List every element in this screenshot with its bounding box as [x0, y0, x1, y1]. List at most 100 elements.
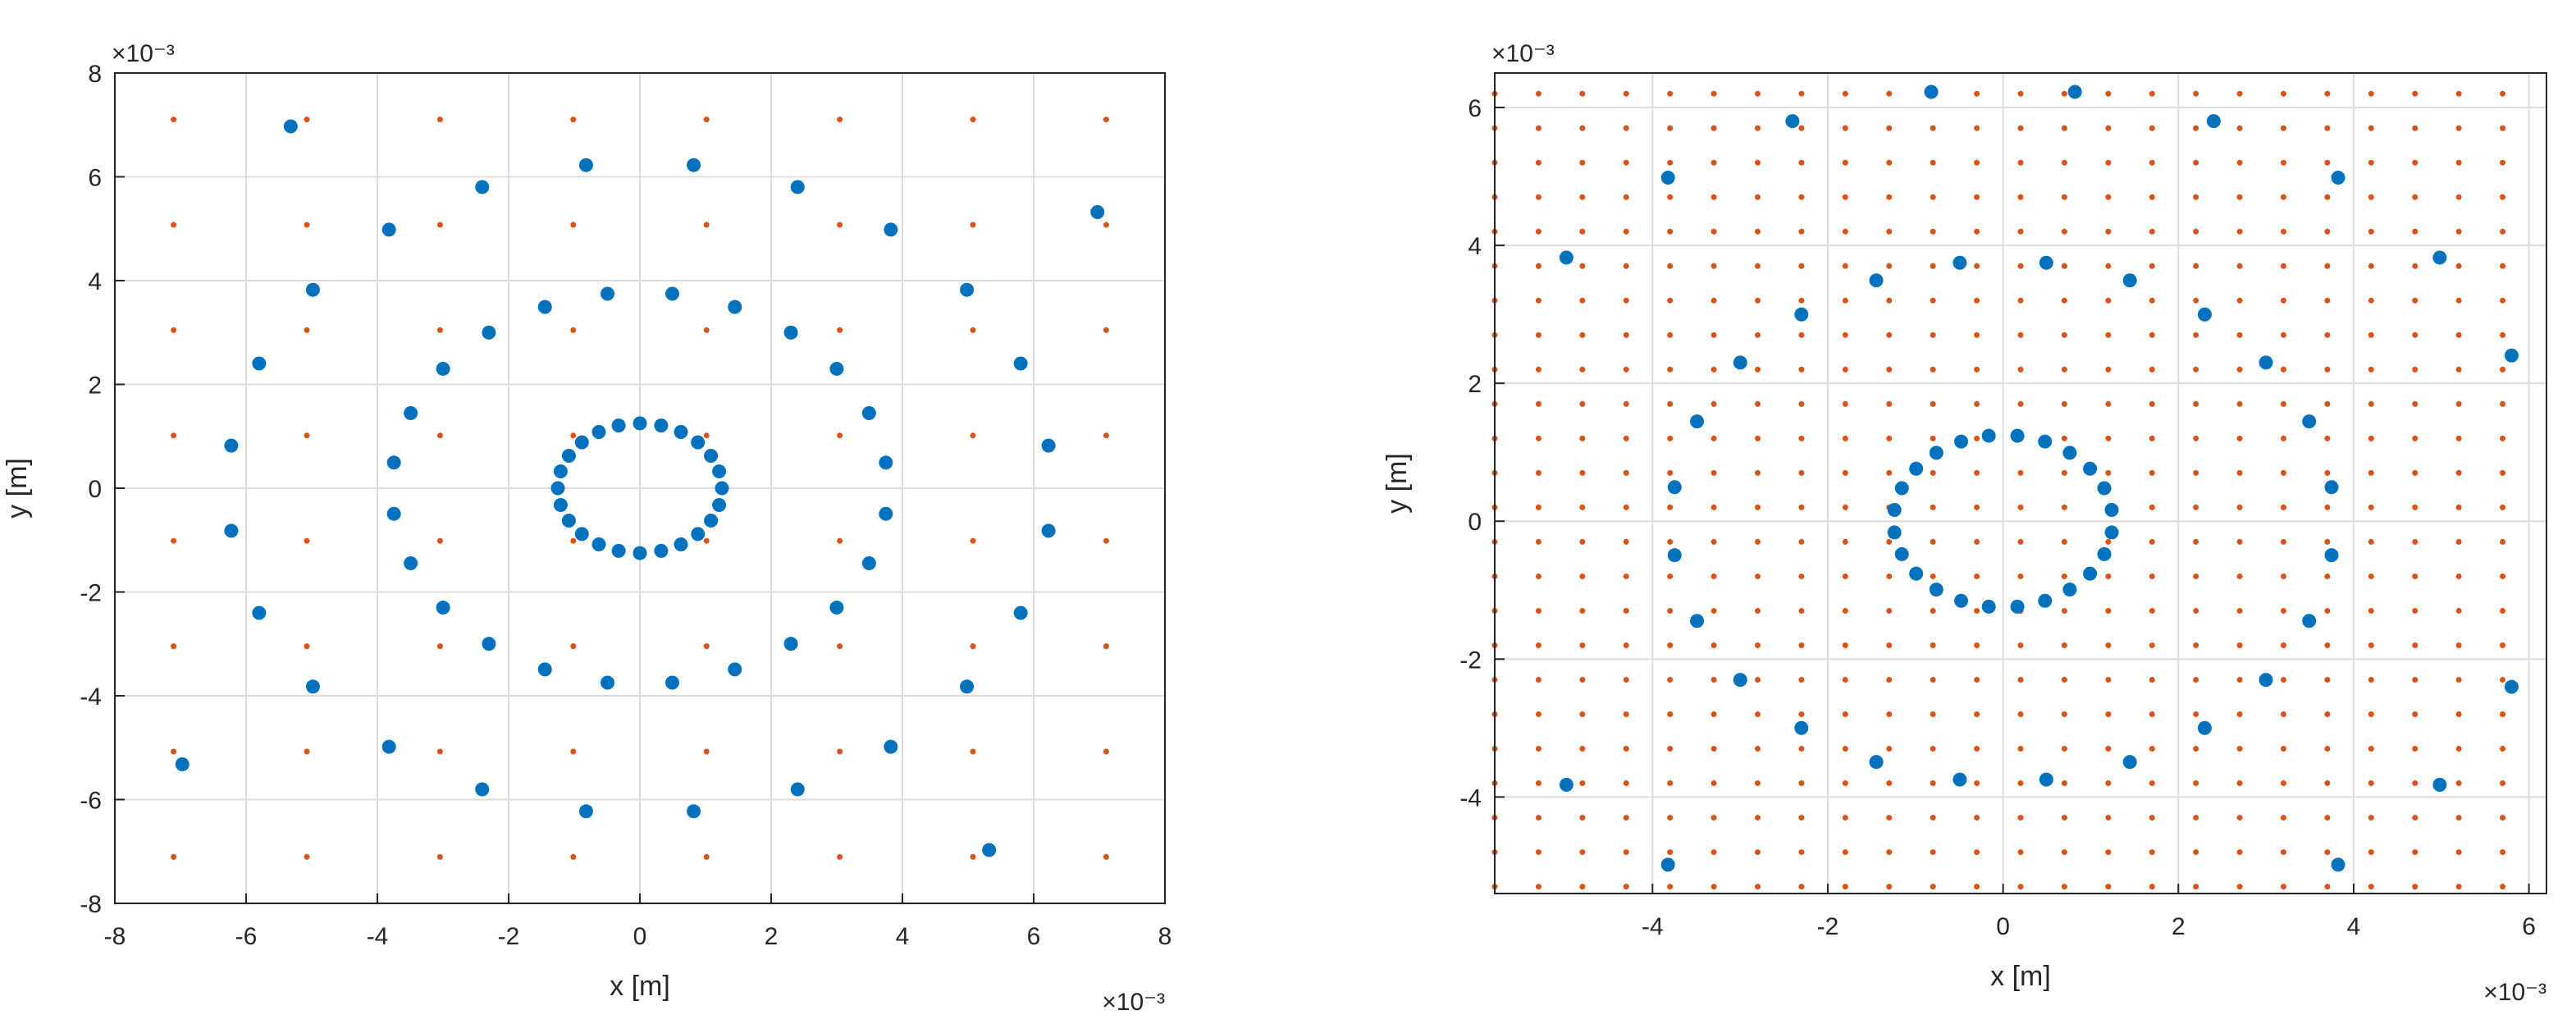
grid-point [2368, 815, 2374, 821]
array-point [2039, 772, 2053, 787]
grid-point [1974, 125, 1980, 131]
grid-point [2500, 263, 2506, 269]
grid-point [2105, 125, 2112, 131]
grid-point [2236, 228, 2243, 235]
grid-point [304, 748, 310, 755]
grid-point [1623, 366, 1629, 373]
grid-point [837, 748, 843, 755]
x-tick-label: 2 [765, 923, 779, 950]
grid-point [1710, 125, 1717, 131]
grid-point [1535, 90, 1541, 97]
grid-point [2061, 538, 2067, 545]
array-point [2083, 461, 2098, 476]
grid-point [1886, 263, 1893, 269]
grid-point [2412, 194, 2418, 200]
grid-point [1755, 573, 1761, 579]
array-point [1929, 583, 1943, 597]
grid-point [1886, 297, 1893, 304]
grid-point [304, 327, 310, 333]
grid-point [2281, 297, 2286, 304]
grid-point [2368, 400, 2374, 407]
grid-point [1103, 432, 1109, 439]
grid-point [1710, 815, 1717, 821]
grid-point [1798, 711, 1805, 718]
array-point [381, 739, 396, 754]
array-point [2122, 755, 2137, 770]
grid-point [2500, 538, 2506, 545]
grid-point [2368, 642, 2374, 648]
array-point [728, 662, 742, 677]
grid-point [1579, 194, 1586, 200]
grid-point [1755, 331, 1761, 338]
x-tick-label: -2 [498, 923, 520, 950]
grid-point [2149, 297, 2155, 304]
grid-point [2017, 676, 2024, 683]
grid-point [1842, 711, 1848, 718]
grid-point [1579, 228, 1586, 235]
grid-point [1667, 159, 1674, 166]
grid-point [2500, 849, 2506, 856]
grid-point [1798, 504, 1805, 510]
grid-point [2455, 469, 2462, 476]
grid-point [1579, 676, 1586, 683]
grid-point [1798, 573, 1805, 579]
grid-point [2281, 676, 2286, 683]
grid-point [2236, 884, 2243, 890]
grid-point [1842, 573, 1848, 579]
grid-point [2281, 159, 2286, 166]
grid-point [2455, 573, 2462, 579]
array-point [404, 555, 418, 570]
grid-point [703, 432, 710, 439]
y-tick-label: 0 [88, 476, 102, 503]
grid-point [2455, 711, 2462, 718]
grid-point [2017, 194, 2024, 200]
grid-point [1667, 469, 1674, 476]
grid-point [1798, 469, 1805, 476]
grid-point [2105, 746, 2112, 752]
grid-point [1798, 159, 1805, 166]
array-point [591, 425, 606, 440]
grid-point [2281, 366, 2286, 373]
grid-point [1667, 331, 1674, 338]
grid-point [2017, 573, 2024, 579]
grid-point [1842, 849, 1848, 856]
grid-point [2017, 884, 2024, 890]
array-point [404, 406, 418, 421]
grid-point [1886, 884, 1893, 890]
grid-point [2412, 746, 2418, 752]
x-tick-label: -6 [235, 923, 258, 950]
array-point [2038, 434, 2053, 449]
grid-point [703, 853, 710, 860]
grid-point [1535, 711, 1541, 718]
grid-point [2149, 194, 2155, 200]
grid-point [1755, 469, 1761, 476]
grid-point [1974, 194, 1980, 200]
grid-point [1755, 435, 1761, 441]
grid-point [1535, 125, 1541, 131]
array-point [550, 481, 565, 496]
x-tick-label: 0 [1996, 913, 2010, 940]
array-point [1785, 114, 1800, 129]
grid-point [2149, 538, 2155, 545]
grid-point [1930, 159, 1936, 166]
grid-point [1623, 746, 1629, 752]
grid-point [2455, 642, 2462, 648]
grid-point [2412, 642, 2418, 648]
grid-point [2105, 297, 2112, 304]
grid-point [2412, 573, 2418, 579]
grid-point [837, 222, 843, 228]
grid-point [1930, 746, 1936, 752]
x-exponent-label: ×10⁻³ [2483, 979, 2546, 1006]
grid-point [2324, 746, 2331, 752]
grid-point [1667, 607, 1674, 614]
grid-point [2105, 366, 2112, 373]
array-point [633, 546, 647, 560]
grid-point [2105, 435, 2112, 441]
grid-point [2193, 366, 2199, 373]
grid-point [2412, 676, 2418, 683]
y-tick-label: 0 [1468, 509, 1482, 536]
grid-point [2105, 538, 2112, 545]
grid-point [2281, 194, 2286, 200]
grid-point [2500, 228, 2506, 235]
grid-point [1623, 400, 1629, 407]
